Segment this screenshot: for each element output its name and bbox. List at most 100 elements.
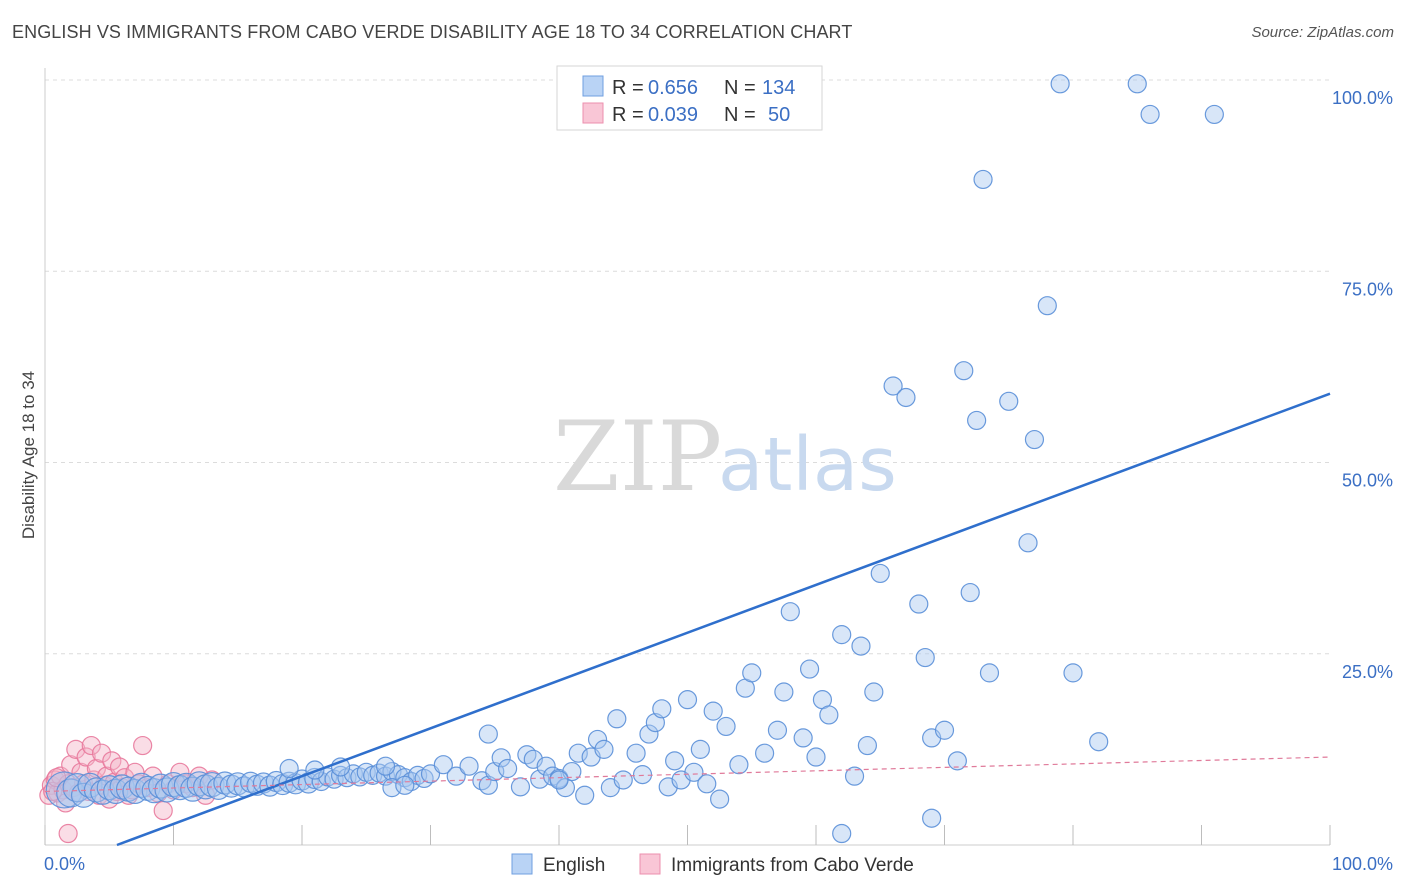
trend-lines	[44, 392, 1331, 847]
english-point-67	[459, 756, 479, 776]
english-point-133	[973, 169, 993, 190]
english-point-120	[857, 735, 878, 756]
english-point-143	[1140, 104, 1160, 125]
english-point-148	[549, 770, 569, 790]
english-point-108	[754, 743, 775, 763]
english-point-59	[279, 758, 299, 779]
x-tick-label-2: 100.0%	[1332, 854, 1393, 874]
english-point-89	[613, 770, 633, 790]
english-point-119	[851, 636, 871, 656]
bottom-legend-english-swatch	[511, 853, 533, 875]
legend-cabo-r-value: 0.039	[648, 104, 698, 126]
english-point-121	[864, 682, 884, 702]
english-point-16	[148, 773, 174, 799]
english-point-22	[186, 771, 212, 797]
english-point-64	[395, 775, 415, 795]
watermark-atlas: atlas	[718, 422, 897, 508]
english-point-138	[1037, 296, 1057, 316]
english-point-18	[160, 771, 187, 798]
english-point-140	[1063, 663, 1083, 683]
english-point-90	[626, 743, 646, 763]
english-point-86	[594, 739, 614, 759]
english-point-146	[832, 823, 852, 844]
english-point-110	[774, 682, 794, 702]
english-point-113	[799, 659, 820, 679]
english-point-136	[1018, 533, 1038, 553]
english-point-103	[710, 789, 730, 809]
english-point-117	[832, 625, 852, 645]
english-point-123	[883, 376, 903, 396]
english-point-71	[491, 748, 511, 768]
cabo-point-21	[91, 743, 112, 763]
english-point-144	[1204, 104, 1224, 125]
english-point-100	[690, 739, 710, 759]
english-point-96	[665, 751, 685, 771]
english-point-109	[767, 720, 788, 740]
english-point-111	[780, 602, 800, 622]
english-point-73	[510, 777, 531, 797]
cabo-point-28	[109, 757, 130, 777]
english-point-131	[960, 582, 980, 603]
watermark-zip: ZIP	[553, 401, 722, 513]
legend: R = 0.656 N = 134 R = 0.039 N = 50	[556, 65, 823, 131]
english-point-142	[1127, 74, 1147, 94]
x-axis-ticks: 0.0% 100.0%	[44, 854, 1393, 874]
english-point-77	[536, 756, 556, 776]
english-point-88	[607, 709, 627, 729]
english-point-132	[967, 410, 987, 431]
english-point-91	[632, 765, 653, 785]
english-point-118	[844, 766, 865, 786]
y-axis-ticks: 25.0% 50.0% 75.0% 100.0%	[1332, 88, 1393, 682]
english-point-98	[677, 690, 698, 710]
legend-cabo-r-label: R =	[612, 104, 644, 126]
english-point-137	[1024, 429, 1045, 450]
english-point-83	[575, 785, 595, 805]
english-point-107	[742, 663, 762, 683]
english-point-135	[999, 391, 1019, 411]
english-point-112	[793, 728, 813, 748]
y-tick-label-2: 50.0%	[1342, 471, 1393, 491]
english-point-129	[947, 751, 967, 771]
legend-cabo-n-value: 50	[768, 104, 790, 126]
legend-cabo-n-label: N =	[724, 104, 756, 126]
english-point-99	[684, 762, 704, 782]
english-point-145	[922, 808, 942, 828]
cabo-point-11	[66, 739, 86, 759]
y-axis-label: Disability Age 18 to 34	[19, 371, 38, 539]
watermark: ZIP atlas	[553, 401, 897, 513]
chart-title: ENGLISH VS IMMIGRANTS FROM CABO VERDE DI…	[12, 22, 853, 42]
english-point-102	[703, 701, 723, 721]
english-point-36	[278, 771, 300, 793]
bottom-legend-cabo-swatch	[639, 853, 661, 875]
english-point-20	[173, 772, 199, 798]
english-point-62	[375, 756, 396, 776]
english-trend-line	[116, 392, 1331, 847]
english-point-60	[305, 760, 325, 780]
english-point-82	[568, 743, 588, 763]
english-point-24	[199, 771, 225, 798]
legend-english-n-label: N =	[724, 77, 756, 99]
english-point-130	[954, 361, 974, 381]
cabo-point-35	[133, 735, 153, 756]
bottom-legend: English Immigrants from Cabo Verde	[511, 853, 914, 876]
english-point-13	[128, 772, 154, 798]
bottom-legend-english-label: English	[543, 855, 605, 876]
cabo-point-25	[102, 751, 122, 771]
y-tick-label-3: 75.0%	[1342, 279, 1393, 299]
english-point-8	[96, 775, 122, 801]
english-point-139	[1050, 74, 1070, 94]
english-point-128	[934, 720, 955, 740]
english-point-147	[478, 724, 498, 744]
english-point-105	[729, 755, 749, 775]
legend-english-n-value: 134	[762, 77, 795, 99]
english-point-26	[213, 771, 237, 795]
english-point-65	[433, 755, 453, 775]
y-tick-label-4: 100.0%	[1332, 88, 1393, 108]
english-point-125	[909, 594, 929, 614]
english-point-124	[896, 387, 916, 408]
english-point-72	[498, 758, 518, 779]
source-label: Source: ZipAtlas.com	[1251, 24, 1394, 41]
y-tick-label-1: 25.0%	[1342, 662, 1393, 682]
english-point-122	[870, 563, 890, 584]
